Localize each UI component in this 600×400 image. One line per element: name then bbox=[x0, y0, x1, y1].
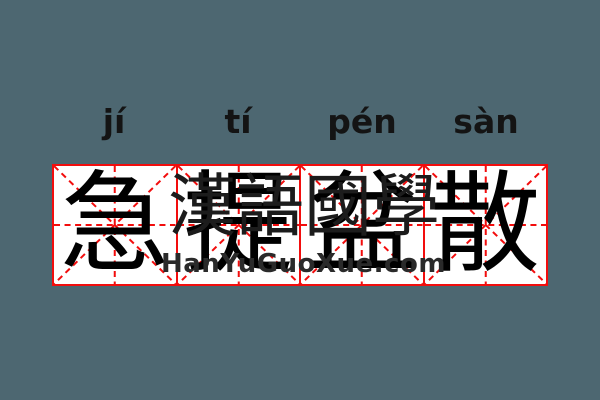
mi-grid-guides-icon bbox=[301, 166, 423, 284]
grid-cell: 散 bbox=[424, 166, 546, 284]
pinyin-syllable: tí bbox=[224, 102, 252, 141]
pinyin-syllable: jí bbox=[102, 102, 126, 141]
mi-grid-guides-icon bbox=[424, 166, 546, 284]
diagonal-guide-line bbox=[177, 166, 299, 284]
grid-cell: 提 bbox=[177, 166, 301, 284]
pinyin-row: jí tí pén sàn bbox=[52, 96, 548, 148]
diagonal-guide-line bbox=[424, 166, 546, 284]
diagonal-guide-line bbox=[54, 166, 176, 284]
mi-grid-guides-icon bbox=[54, 166, 176, 284]
pinyin-syllable: sàn bbox=[453, 102, 519, 141]
diagonal-guide-line bbox=[301, 166, 423, 284]
mi-grid-guides-icon bbox=[177, 166, 299, 284]
pinyin-syllable: pén bbox=[327, 102, 397, 141]
grid-cell: 盆 bbox=[301, 166, 425, 284]
grid-cell: 急 bbox=[54, 166, 178, 284]
character-grid: 急 提 盆 bbox=[52, 164, 548, 286]
